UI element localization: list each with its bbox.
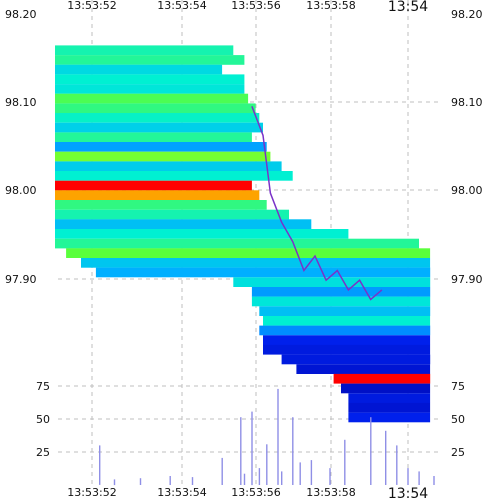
y-tick-label-right-3: 98.00 — [451, 184, 483, 197]
depth-band-12 — [55, 151, 271, 162]
volume-bar-20 — [385, 430, 387, 485]
volume-bar-4 — [169, 476, 171, 485]
y-ticks-volume-right: 75 50 25 — [451, 380, 465, 459]
depth-band-4 — [55, 74, 245, 85]
depth-band-32 — [263, 344, 431, 355]
depth-band-39 — [348, 412, 431, 423]
volume-bar-13 — [281, 471, 283, 485]
depth-band-34 — [296, 364, 431, 374]
x-ticks-top: 13:53:52 13:53:54 13:53:56 13:53:58 13:5… — [67, 0, 428, 15]
volume-bar-3 — [139, 478, 142, 485]
depth-band-3 — [55, 64, 223, 75]
x-tick-label-top-5: 13:54 — [388, 0, 428, 15]
depth-band-18 — [55, 209, 289, 220]
depth-band-1 — [55, 45, 234, 56]
volume-bar-22 — [407, 468, 409, 485]
x-tick-label-bottom-3: 13:53:56 — [231, 486, 280, 499]
x-tick-label-bottom-5: 13:54 — [388, 486, 428, 500]
volume-bar-9 — [251, 411, 253, 486]
volume-bar-18 — [344, 439, 346, 485]
volume-bar-2 — [113, 479, 116, 486]
depth-band-35 — [333, 373, 431, 384]
depth-band-5 — [55, 84, 245, 94]
volume-bar-8 — [243, 473, 246, 485]
x-tick-label-bottom-2: 13:53:54 — [157, 486, 206, 499]
volume-bar-17 — [329, 468, 331, 485]
depth-band-33 — [281, 354, 431, 365]
depth-band-20 — [55, 229, 349, 239]
depth-band-30 — [259, 325, 431, 336]
volume-tick-label-left-2: 50 — [36, 413, 50, 426]
depth-band-11 — [55, 142, 267, 152]
x-tick-label-top-2: 13:53:54 — [157, 0, 206, 12]
volume-bar-21 — [396, 445, 398, 485]
depth-band-13 — [55, 161, 282, 172]
volume-bar-5 — [191, 477, 194, 485]
volume-bar-6 — [221, 457, 223, 485]
depth-band-2 — [55, 55, 245, 65]
volume-bar-23 — [418, 471, 420, 485]
y-ticks-volume-left: 75 50 25 — [36, 380, 50, 459]
volume-bar-19 — [370, 417, 372, 485]
volume-bar-1 — [99, 445, 101, 485]
depth-band-28 — [259, 306, 431, 316]
depth-band-17 — [55, 200, 267, 210]
depth-band-29 — [263, 316, 431, 326]
y-tick-label-left-2: 98.10 — [5, 96, 37, 109]
depth-band-10 — [55, 132, 252, 143]
depth-band-25 — [233, 277, 431, 287]
depth-band-19 — [55, 219, 312, 229]
volume-bar-24 — [433, 476, 435, 485]
x-tick-label-bottom-1: 13:53:52 — [67, 486, 116, 499]
x-tick-label-top-3: 13:53:56 — [231, 0, 280, 12]
depth-band-36 — [341, 383, 431, 394]
depth-band-38 — [348, 402, 431, 413]
depth-band-24 — [95, 267, 431, 278]
depth-heatmap — [55, 45, 431, 423]
volume-bar-14 — [292, 417, 294, 485]
volume-tick-label-left-1: 75 — [36, 380, 50, 393]
y-tick-label-left-3: 98.00 — [5, 184, 37, 197]
volume-bars — [99, 388, 435, 486]
y-tick-label-right-1: 98.20 — [451, 8, 483, 21]
volume-tick-label-left-3: 25 — [36, 446, 50, 459]
depth-band-8 — [55, 113, 260, 123]
depth-band-23 — [81, 258, 431, 268]
volume-bar-12 — [277, 388, 279, 485]
depth-band-15 — [55, 180, 252, 191]
depth-band-37 — [348, 393, 431, 403]
x-tick-label-top-1: 13:53:52 — [67, 0, 116, 12]
volume-bar-11 — [266, 444, 268, 485]
volume-bar-10 — [258, 468, 261, 485]
volume-tick-label-right-1: 75 — [451, 380, 465, 393]
depth-band-9 — [55, 122, 263, 133]
y-tick-label-right-4: 97.90 — [451, 273, 483, 286]
x-tick-label-bottom-4: 13:53:58 — [306, 486, 355, 499]
trade-price-polyline — [251, 106, 383, 301]
depth-band-14 — [55, 171, 293, 181]
y-ticks-price-right: 98.20 98.10 98.00 97.90 — [451, 8, 483, 286]
volume-tick-label-right-3: 25 — [451, 446, 465, 459]
volume-tick-label-right-2: 50 — [451, 413, 465, 426]
y-ticks-price-left: 98.20 98.10 98.00 97.90 — [5, 8, 37, 286]
y-tick-label-left-1: 98.20 — [5, 8, 37, 21]
depth-band-31 — [263, 335, 431, 345]
volume-bar-7 — [240, 417, 242, 485]
y-tick-label-left-4: 97.90 — [5, 273, 37, 286]
volume-bar-16 — [310, 460, 313, 485]
depth-band-16 — [55, 190, 260, 200]
depth-band-7 — [55, 103, 256, 114]
depth-band-22 — [66, 248, 431, 258]
y-tick-label-right-2: 98.10 — [451, 96, 483, 109]
x-ticks-bottom: 13:53:52 13:53:54 13:53:56 13:53:58 13:5… — [67, 486, 428, 502]
depth-band-21 — [55, 238, 419, 249]
trade-price-line — [251, 106, 383, 301]
depth-band-26 — [251, 287, 431, 297]
depth-band-6 — [55, 93, 249, 104]
x-tick-label-top-4: 13:53:58 — [306, 0, 355, 12]
depth-band-27 — [251, 296, 431, 307]
volume-bar-15 — [299, 462, 301, 485]
